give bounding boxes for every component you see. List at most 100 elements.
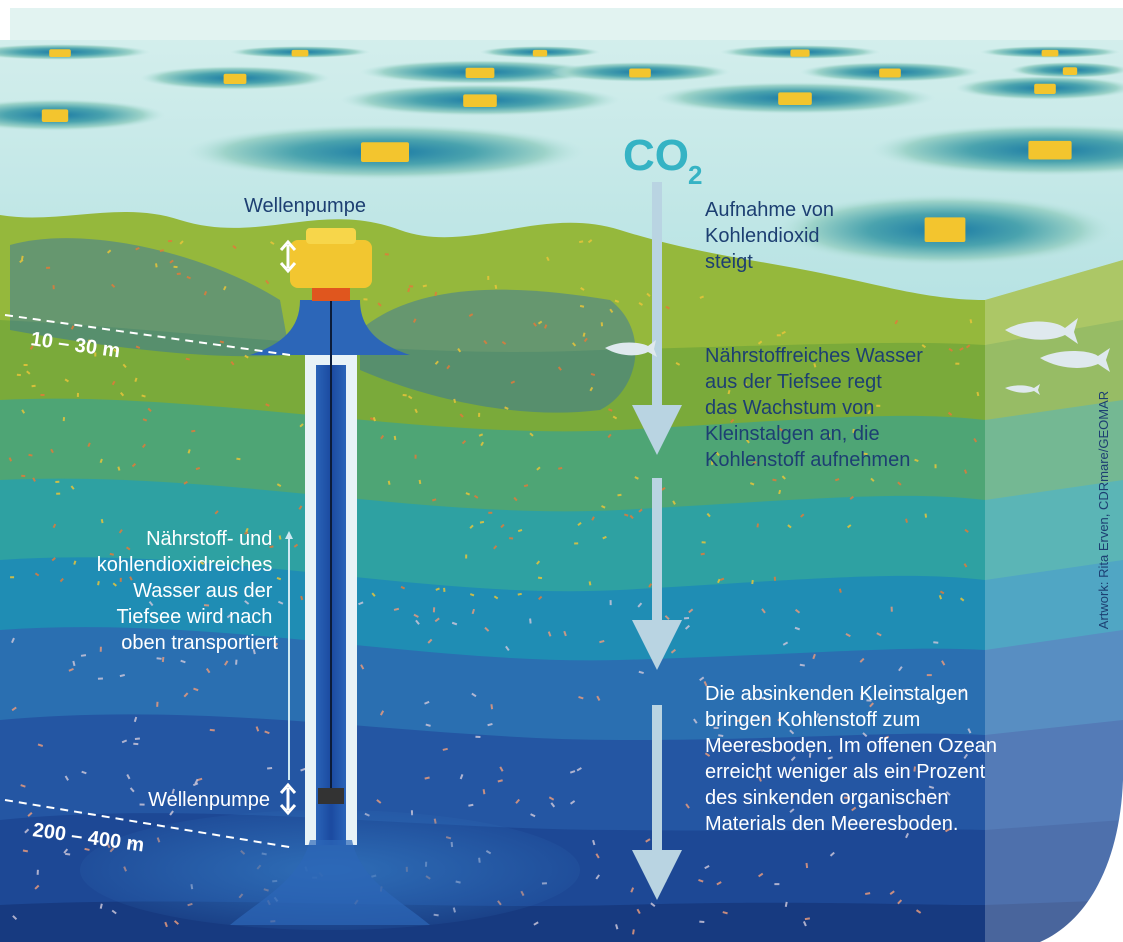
particle — [244, 600, 250, 605]
particle — [94, 352, 97, 357]
particle — [407, 395, 413, 400]
surface-buoy — [1034, 83, 1056, 94]
particle — [358, 601, 364, 606]
particle — [889, 890, 895, 896]
particle — [752, 461, 757, 465]
particle — [173, 265, 178, 269]
particle — [843, 796, 849, 799]
particle — [928, 785, 935, 789]
particle — [459, 773, 464, 780]
particle — [758, 872, 764, 878]
particle — [264, 730, 270, 735]
text-line: erreicht weniger als ein Prozent — [705, 761, 986, 783]
particle — [205, 668, 211, 674]
particle — [599, 639, 605, 644]
particle — [569, 770, 576, 774]
particle — [37, 743, 44, 747]
co2-subscript: 2 — [688, 160, 702, 190]
text-line: aus der Tiefsee regt — [705, 371, 882, 393]
particle — [173, 920, 180, 925]
particle — [11, 637, 15, 644]
particle — [799, 663, 805, 667]
particle — [245, 527, 249, 533]
particle — [933, 641, 939, 644]
particle — [557, 366, 562, 371]
particle — [299, 423, 304, 428]
particle — [113, 349, 118, 353]
particle — [537, 576, 543, 580]
surface-buoy — [629, 68, 651, 78]
particle — [425, 723, 431, 727]
particle — [634, 476, 639, 480]
nutrients-text: Nährstoffreiches Wasser aus der Tiefsee … — [705, 345, 928, 471]
particle — [29, 345, 34, 350]
particle — [969, 319, 973, 324]
particle — [380, 434, 385, 440]
text-line: Die absinkenden Kleinstalgen — [705, 683, 969, 705]
particle — [371, 592, 376, 597]
particle — [34, 572, 40, 577]
particle — [479, 520, 485, 524]
particle — [431, 498, 437, 502]
particle — [453, 398, 457, 404]
particle — [646, 292, 651, 297]
particle — [517, 528, 523, 533]
particle — [377, 302, 382, 307]
particle — [484, 626, 490, 632]
particle — [270, 241, 275, 245]
particle — [99, 903, 103, 909]
particle — [111, 380, 116, 386]
particle — [106, 249, 112, 254]
particle — [609, 600, 612, 606]
particle — [533, 921, 539, 926]
particle — [867, 409, 871, 415]
particle — [409, 285, 414, 288]
particle — [471, 608, 475, 615]
text-line: bringen Kohlenstoff zum — [705, 709, 920, 731]
particle — [664, 615, 670, 621]
particle — [40, 394, 45, 396]
particle — [21, 409, 26, 414]
particle — [699, 295, 704, 299]
particle — [135, 345, 141, 349]
particle — [278, 535, 282, 540]
particle — [300, 767, 306, 772]
particle — [698, 879, 704, 883]
particle — [434, 360, 439, 365]
particle — [384, 253, 389, 256]
particle — [745, 439, 750, 444]
particle — [756, 523, 759, 528]
particle — [782, 641, 789, 646]
particle — [876, 404, 881, 407]
particle — [482, 789, 486, 795]
particle — [414, 408, 418, 414]
particle — [12, 915, 18, 921]
particle — [592, 839, 596, 846]
fish-4 — [1005, 384, 1040, 395]
particle — [493, 545, 498, 550]
particle — [183, 692, 189, 698]
motion-arrow-bottom-heads — [279, 782, 297, 816]
particle — [757, 340, 763, 345]
particle — [862, 732, 868, 738]
particle — [22, 849, 29, 853]
particle — [963, 469, 968, 474]
surface-buoy — [924, 217, 966, 242]
particle — [65, 852, 71, 856]
particle — [300, 595, 304, 601]
particle — [919, 799, 925, 805]
particle — [955, 362, 960, 365]
particle — [849, 495, 855, 500]
particle — [548, 796, 555, 801]
particle — [267, 767, 273, 770]
particle — [595, 874, 600, 880]
particle — [609, 308, 614, 314]
particle — [615, 924, 619, 930]
particle — [665, 305, 670, 310]
particle — [488, 511, 493, 514]
particle — [393, 435, 397, 441]
particle — [852, 428, 855, 433]
particle — [794, 608, 801, 614]
particle — [650, 902, 656, 908]
